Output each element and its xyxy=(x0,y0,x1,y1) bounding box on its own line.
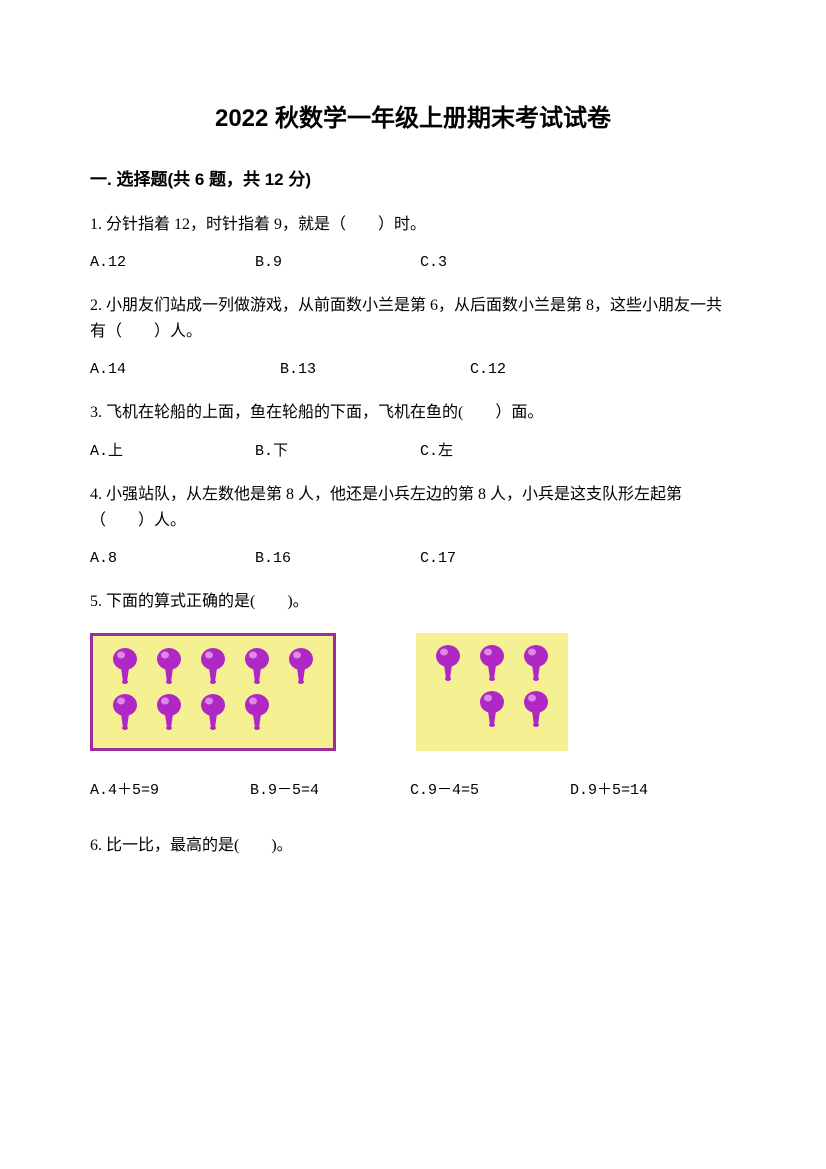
question-5-images xyxy=(90,633,736,751)
q4-option-b: B.16 xyxy=(255,547,420,571)
question-4-text: 4. 小强站队，从左数他是第 8 人，他还是小兵左边的第 8 人，小兵是这支队形… xyxy=(90,482,736,533)
question-1-options: A.12 B.9 C.3 xyxy=(90,251,736,275)
q1-option-a: A.12 xyxy=(90,251,255,275)
q4-option-a: A.8 xyxy=(90,547,255,571)
question-4: 4. 小强站队，从左数他是第 8 人，他还是小兵左边的第 8 人，小兵是这支队形… xyxy=(90,482,736,571)
q1-option-c: C.3 xyxy=(420,251,585,275)
question-3-options: A.上 B.下 C.左 xyxy=(90,440,736,464)
question-3: 3. 飞机在轮船的上面，鱼在轮船的下面，飞机在鱼的( ）面。 A.上 B.下 C… xyxy=(90,400,736,464)
pushpin-icon xyxy=(518,689,554,731)
q5-option-c: C.9－4=5 xyxy=(410,779,570,803)
pushpin-box-right xyxy=(416,633,568,751)
pushpin-icon xyxy=(430,643,466,685)
question-1-text: 1. 分针指着 12，时针指着 9，就是（ ）时。 xyxy=(90,212,736,238)
question-5-text: 5. 下面的算式正确的是( )。 xyxy=(90,589,736,615)
section-header: 一. 选择题(共 6 题，共 12 分) xyxy=(90,166,736,193)
question-6: 6. 比一比，最高的是( )。 xyxy=(90,833,736,859)
q4-option-c: C.17 xyxy=(420,547,585,571)
q5-option-d: D.9＋5=14 xyxy=(570,779,730,803)
q2-option-b: B.13 xyxy=(280,358,470,382)
q2-option-c: C.12 xyxy=(470,358,660,382)
q5-option-a: A.4＋5=9 xyxy=(90,779,250,803)
question-2: 2. 小朋友们站成一列做游戏，从前面数小兰是第 6，从后面数小兰是第 8，这些小… xyxy=(90,293,736,382)
pushpin-icon xyxy=(151,646,187,688)
q3-option-c: C.左 xyxy=(420,440,585,464)
pushpin-icon xyxy=(195,692,231,734)
q2-option-a: A.14 xyxy=(90,358,280,382)
pushpin-icon xyxy=(474,643,510,685)
pushpin-icon xyxy=(195,646,231,688)
exam-title: 2022 秋数学一年级上册期末考试试卷 xyxy=(90,100,736,138)
pushpin-icon xyxy=(107,646,143,688)
pushpin-icon xyxy=(474,689,510,731)
pushpin-icon xyxy=(151,692,187,734)
question-6-text: 6. 比一比，最高的是( )。 xyxy=(90,833,736,859)
pushpin-icon xyxy=(239,692,275,734)
question-5-options: A.4＋5=9 B.9－5=4 C.9－4=5 D.9＋5=14 xyxy=(90,779,736,803)
question-4-options: A.8 B.16 C.17 xyxy=(90,547,736,571)
q5-option-b: B.9－5=4 xyxy=(250,779,410,803)
question-2-options: A.14 B.13 C.12 xyxy=(90,358,736,382)
question-3-text: 3. 飞机在轮船的上面，鱼在轮船的下面，飞机在鱼的( ）面。 xyxy=(90,400,736,426)
pushpin-icon xyxy=(518,643,554,685)
q1-option-b: B.9 xyxy=(255,251,420,275)
pushpin-box-left xyxy=(90,633,336,751)
q3-option-a: A.上 xyxy=(90,440,255,464)
question-5: 5. 下面的算式正确的是( )。 xyxy=(90,589,736,803)
pushpin-icon xyxy=(239,646,275,688)
q3-option-b: B.下 xyxy=(255,440,420,464)
pushpin-icon xyxy=(283,646,319,688)
question-2-text: 2. 小朋友们站成一列做游戏，从前面数小兰是第 6，从后面数小兰是第 8，这些小… xyxy=(90,293,736,344)
pushpin-icon xyxy=(107,692,143,734)
question-1: 1. 分针指着 12，时针指着 9，就是（ ）时。 A.12 B.9 C.3 xyxy=(90,212,736,276)
